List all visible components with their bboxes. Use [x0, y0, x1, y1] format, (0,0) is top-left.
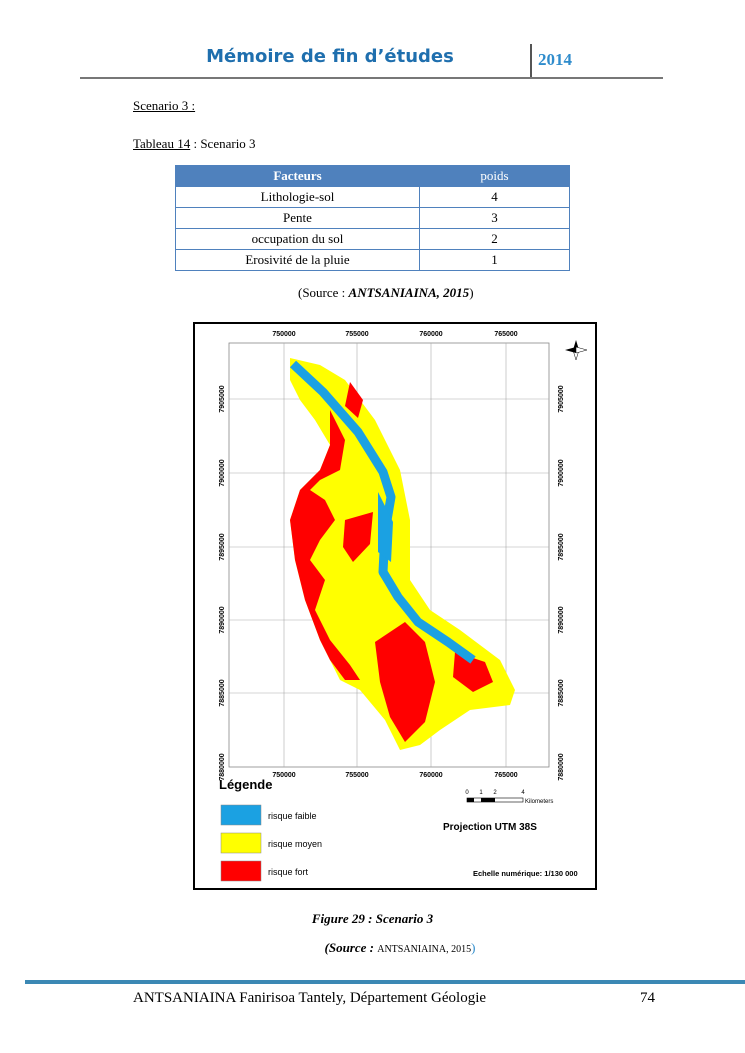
- legend-label: risque faible: [268, 811, 317, 821]
- table-cell: Lithologie-sol: [175, 186, 420, 208]
- table-row: Lithologie-sol 4: [175, 186, 570, 208]
- scale-tick: 4: [521, 790, 525, 796]
- basin: [289, 358, 515, 750]
- header-title: Mémoire de fin d’études: [206, 46, 454, 67]
- y-coord-label: 7890000: [558, 606, 565, 633]
- x-coord-label: 760000: [419, 772, 442, 779]
- table-cell: 3: [419, 207, 570, 229]
- x-coord-label: 755000: [345, 772, 368, 779]
- table-header: Facteurs poids: [175, 165, 570, 187]
- y-coord-label: 7880000: [558, 753, 565, 780]
- projection: Projection UTM 38S: [443, 822, 537, 833]
- caption-text: : Scenario 3: [190, 136, 256, 151]
- column-header: Facteurs: [175, 165, 420, 187]
- scale-tick: 1: [479, 790, 483, 796]
- source-prefix: (Source :: [298, 285, 349, 300]
- y-coord-label: 7900000: [558, 459, 565, 486]
- table-cell: 4: [419, 186, 570, 208]
- table-cell: 1: [419, 249, 570, 271]
- legend-label: risque moyen: [268, 839, 322, 849]
- figure-caption: Figure 29 : Scenario 3: [311, 911, 434, 926]
- header-year: 2014: [538, 50, 572, 69]
- y-coord-label: 7895000: [219, 533, 226, 560]
- x-coord-label: 765000: [494, 331, 517, 338]
- legend: risque faible risque moyen risque fort: [220, 804, 322, 882]
- table-cell: occupation du sol: [175, 228, 420, 250]
- table-cell: Pente: [175, 207, 420, 229]
- page-number: 74: [640, 990, 655, 1006]
- map-neatline: [228, 342, 550, 768]
- y-coord-label: 7900000: [219, 459, 226, 486]
- x-coord-label: 760000: [419, 331, 442, 338]
- x-coord-label: 765000: [494, 772, 517, 779]
- legend-swatch: [220, 832, 262, 854]
- table-cell: 2: [419, 228, 570, 250]
- y-coord-label: 7895000: [558, 533, 565, 560]
- table-row: Pente 3: [175, 207, 570, 229]
- footer-author: ANTSANIAINA Fanirisoa Tantely, Départeme…: [133, 990, 487, 1006]
- x-coord-label: 750000: [272, 331, 295, 338]
- legend-label: risque fort: [268, 867, 309, 877]
- map: 750000 750000 755000 755000 760000 760000 7650…: [193, 322, 597, 890]
- y-coord-label: 7885000: [558, 679, 565, 706]
- source-prefix: (Source :: [324, 940, 378, 955]
- y-coord-label: 7905000: [219, 385, 226, 412]
- caption-label: Tableau 14: [133, 136, 191, 151]
- header-rule: [80, 77, 663, 79]
- table-source: (Source : ANTSANIAINA, 2015): [298, 285, 474, 301]
- legend-title: Légende: [219, 777, 272, 792]
- y-coord-label: 7885000: [219, 679, 226, 706]
- map-labels: 750000 750000 755000 755000 760000 760000 7650…: [219, 331, 565, 781]
- divider: [530, 44, 532, 78]
- x-coord-label: 755000: [345, 331, 368, 338]
- scale-tick: 0: [465, 790, 469, 796]
- scale-text: Echelle numérique: 1/130 000: [473, 869, 578, 878]
- table-body: Lithologie-sol 4 Pente 3 occupation du sol 2 E…: [175, 186, 570, 271]
- scale-tick: 2: [493, 790, 497, 796]
- scale-unit: Kilometers: [525, 799, 553, 805]
- scale-bar: 0 1 2 4 Kilometers: [465, 790, 553, 805]
- source-author: ANTSANIAINA, 2015: [377, 944, 472, 955]
- y-coord-label: 7890000: [219, 606, 226, 633]
- table-caption: Tableau 14 : Scenario 3: [133, 136, 256, 152]
- north-arrow: [565, 340, 588, 361]
- table-row: Erosivité de la pluie 1: [175, 249, 570, 271]
- column-header: poids: [419, 165, 570, 187]
- legend-swatch: [220, 804, 262, 826]
- factor-table: Facteurs poids Lithologie-sol 4 Pente 3 occu…: [175, 165, 570, 271]
- y-coord-label: 7880000: [219, 753, 226, 780]
- section-title: Scenario 3 :: [133, 98, 196, 113]
- table-cell: Erosivité de la pluie: [175, 249, 420, 271]
- legend-swatch: [220, 860, 262, 882]
- x-coord-label: 750000: [272, 772, 295, 779]
- table-row: occupation du sol 2: [175, 228, 570, 250]
- footer-rule: [25, 980, 745, 984]
- source-author: ANTSANIAINA, 2015: [348, 285, 470, 300]
- source-suffix: ): [471, 940, 476, 955]
- y-coord-label: 7905000: [558, 385, 565, 412]
- figure-source: (Source : ANTSANIAINA, 2015): [0, 940, 745, 956]
- source-suffix: ): [469, 285, 474, 300]
